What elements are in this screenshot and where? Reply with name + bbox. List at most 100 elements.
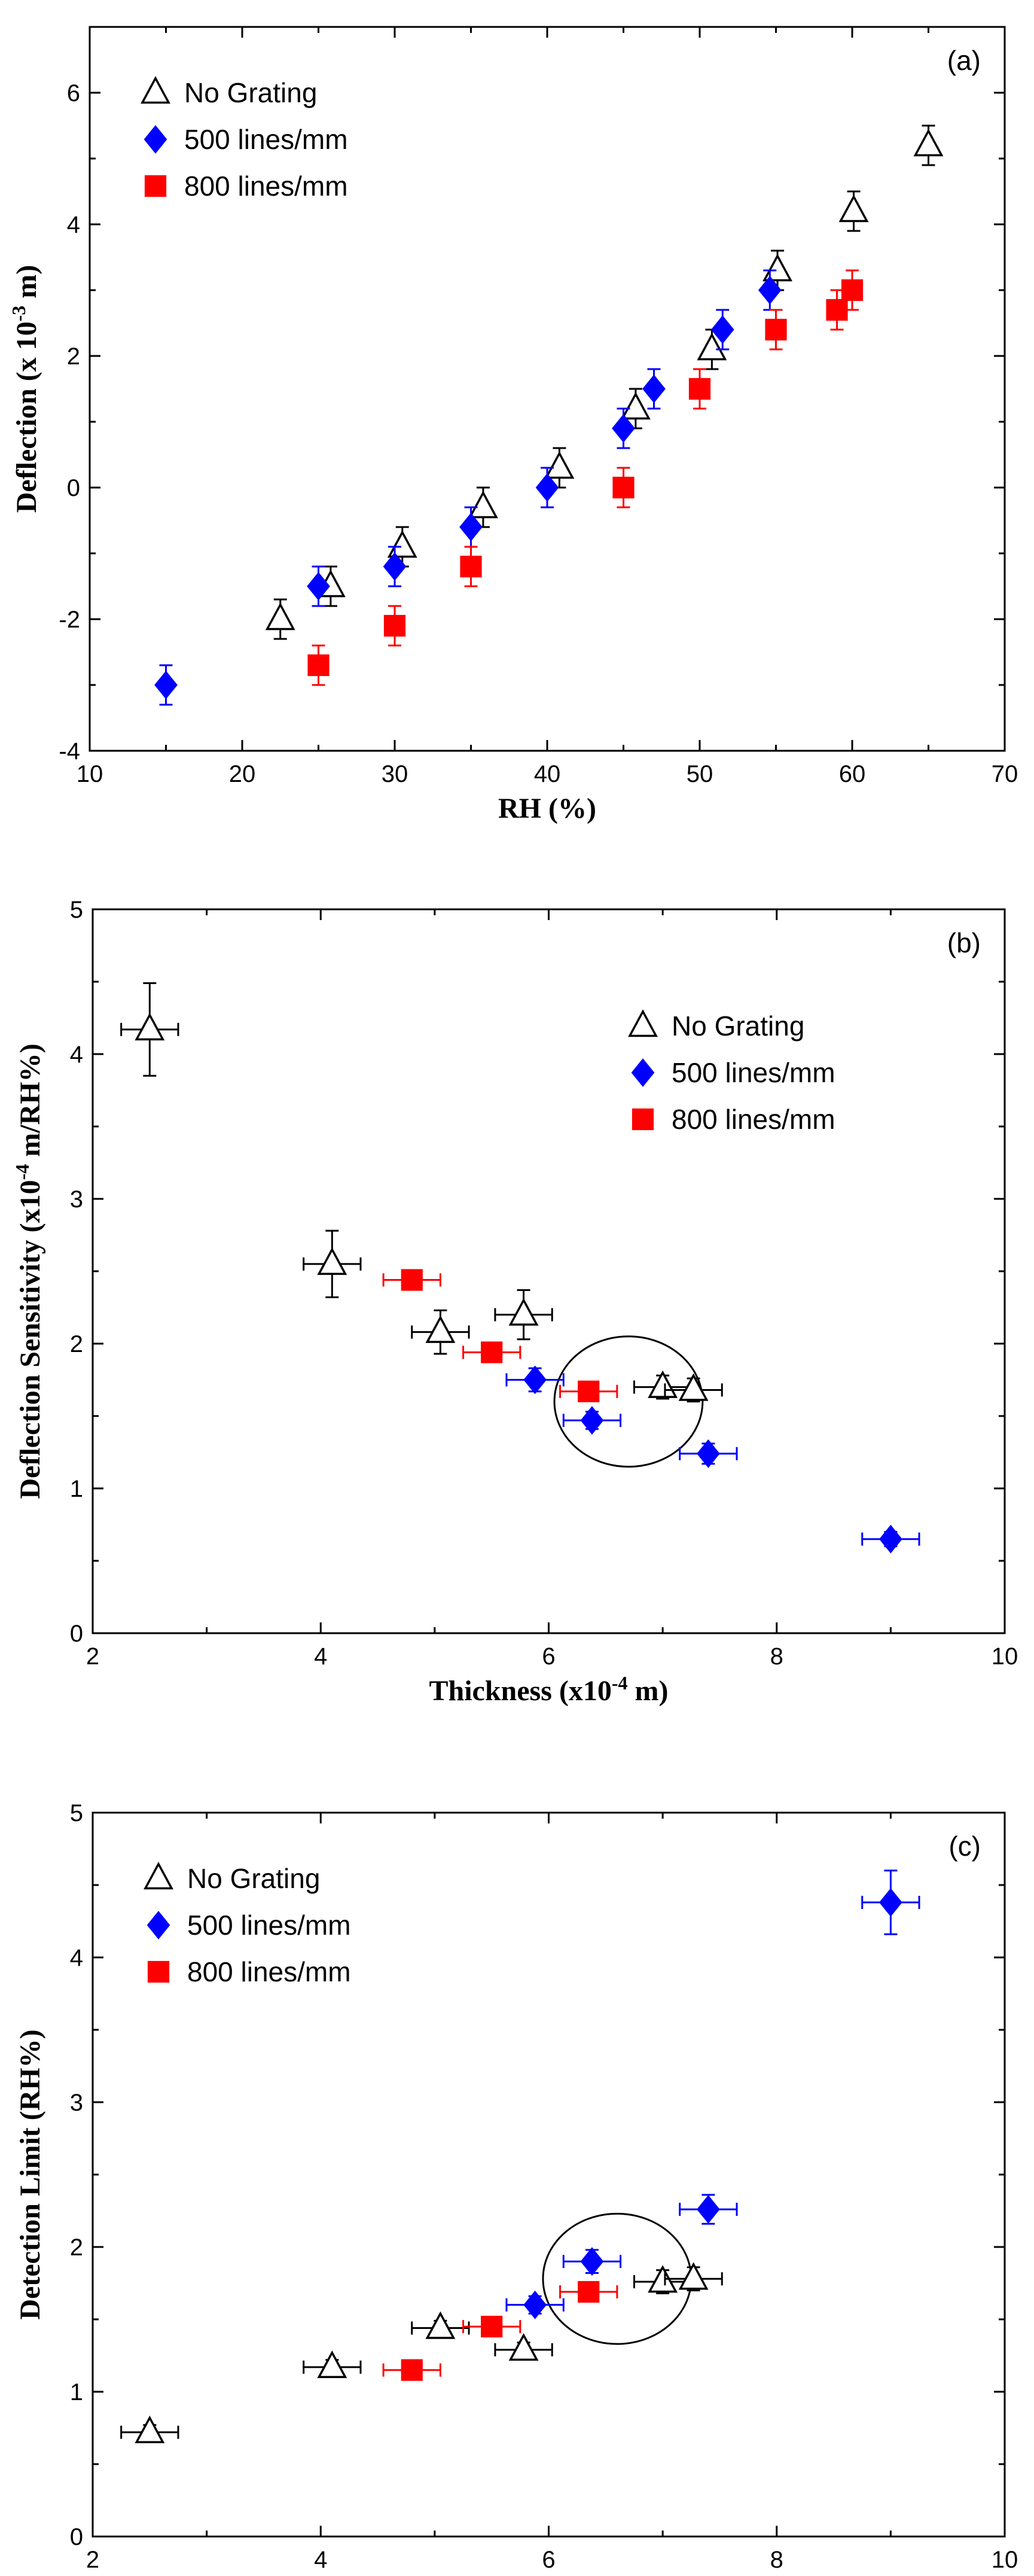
series-2 <box>307 269 864 686</box>
x-tick-label: 6 <box>542 2547 555 2573</box>
data-point <box>154 671 178 699</box>
data-point <box>758 276 782 305</box>
data-point <box>387 530 417 558</box>
y-axis-label: Detection Limit (RH%) <box>14 2029 46 2319</box>
data-point <box>544 451 575 479</box>
x-tick-label: 8 <box>770 2547 783 2573</box>
data-point <box>481 2316 503 2338</box>
x-tick-label: 40 <box>534 761 561 787</box>
x-axis-label: Thickness (x10-4 m) <box>429 1672 668 1707</box>
legend-label: No Grating <box>672 1010 804 1042</box>
y-tick-label: 6 <box>67 80 80 106</box>
panel-label: (a) <box>947 45 981 76</box>
y-tick-label: 5 <box>70 1800 83 1826</box>
y-tick-label: 0 <box>70 2524 83 2550</box>
data-point <box>135 1012 165 1041</box>
data-point <box>648 1370 678 1398</box>
legend-label: 500 lines/mm <box>184 124 348 155</box>
data-point <box>468 491 498 519</box>
plot-frame <box>91 908 1006 1634</box>
data-point <box>535 473 559 502</box>
x-axis-label: RH (%) <box>498 793 596 824</box>
y-tick-label: 3 <box>70 1186 83 1213</box>
y-axis-label: Deflection Sensitivity (x10-4 m/RH%) <box>11 1043 46 1499</box>
legend-label: No Grating <box>187 1863 320 1894</box>
data-point <box>578 2280 600 2303</box>
data-point <box>841 279 864 302</box>
data-point <box>710 315 734 344</box>
data-point <box>620 392 651 420</box>
legend-label: 500 lines/mm <box>187 1910 351 1941</box>
data-point <box>523 2290 547 2319</box>
data-point <box>460 555 482 578</box>
data-point <box>265 602 295 631</box>
x-tick-label: 2 <box>86 1643 99 1670</box>
data-point <box>765 318 787 341</box>
y-tick-label: 0 <box>70 1621 83 1647</box>
y-tick-label: 3 <box>70 2090 83 2116</box>
series-0 <box>120 982 723 1403</box>
data-point <box>612 414 635 443</box>
y-tick-label: 5 <box>70 897 83 923</box>
legend-label: 800 lines/mm <box>184 170 348 202</box>
data-point <box>678 1373 709 1401</box>
series-0 <box>120 2262 723 2444</box>
data-point <box>826 299 848 321</box>
series-2 <box>382 2280 618 2381</box>
data-point <box>508 1298 539 1326</box>
panel-label: (c) <box>948 1831 981 1862</box>
highlight-circle <box>553 1335 704 1468</box>
x-tick-label: 20 <box>229 761 256 787</box>
legend-marker <box>147 1911 170 1939</box>
data-point <box>481 1341 503 1363</box>
y-tick-label: 2 <box>67 343 80 370</box>
legend-marker <box>144 1862 173 1890</box>
data-point <box>612 476 635 499</box>
data-point <box>523 1365 547 1394</box>
series-0 <box>265 124 944 640</box>
x-tick-label: 10 <box>77 761 103 787</box>
data-point <box>425 2311 456 2339</box>
y-tick-label: 2 <box>70 1331 83 1357</box>
data-point <box>678 2262 709 2290</box>
y-tick-label: 2 <box>70 2234 83 2261</box>
data-point <box>383 614 406 637</box>
x-tick-label: 2 <box>86 2547 99 2573</box>
data-point <box>688 377 711 400</box>
y-tick-label: 4 <box>67 212 80 238</box>
chart-panel-0: 10 20 30 40 50 60 70 -4 -2 0 2 4 6 RH (%) Deflection (… <box>8 26 1018 824</box>
legend: No Grating 500 lines/mm 800 lines/mm <box>628 1009 835 1135</box>
x-tick-label: 60 <box>839 761 866 787</box>
data-point <box>459 513 483 541</box>
data-point <box>697 333 727 361</box>
legend-label: 800 lines/mm <box>672 1104 835 1135</box>
data-point <box>317 2350 347 2379</box>
data-point <box>135 2415 165 2444</box>
x-tick-label: 10 <box>992 1643 1018 1670</box>
y-tick-label: -2 <box>59 607 80 633</box>
x-tick-label: 6 <box>542 1643 555 1670</box>
data-point <box>317 1247 347 1275</box>
legend-marker <box>141 76 170 104</box>
data-point <box>580 2247 604 2276</box>
data-point <box>879 1524 902 1554</box>
legend-marker <box>631 1058 655 1087</box>
data-point <box>307 572 330 601</box>
series-1 <box>505 1365 920 1554</box>
y-axis-label: Deflection (x 10-3 m) <box>8 265 42 513</box>
y-tick-label: 0 <box>67 475 80 501</box>
legend-marker <box>144 175 167 197</box>
data-point <box>879 1888 902 1917</box>
series-1 <box>505 1869 920 2319</box>
x-tick-label: 30 <box>382 761 408 787</box>
series-1 <box>154 269 782 706</box>
legend-marker <box>628 1009 658 1037</box>
y-tick-label: 1 <box>70 1476 83 1502</box>
data-point <box>762 254 792 282</box>
x-tick-label: 4 <box>314 2547 327 2573</box>
series-2 <box>382 1269 618 1402</box>
data-point <box>697 1439 720 1468</box>
chart-panel-1: 2 4 6 8 10 0 1 2 3 4 5 Thickness (x10-4 m) Deflectio… <box>11 897 1018 1707</box>
